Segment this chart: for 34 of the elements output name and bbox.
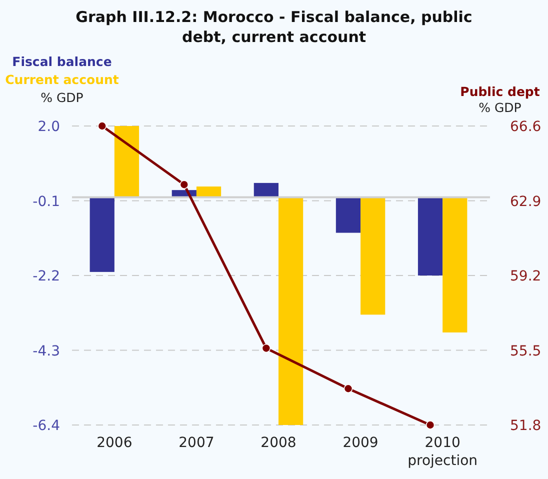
x-tick-label: 2007 [178,435,214,451]
y2-tick-label: 59.2 [510,268,542,284]
y2-tick-label: 62.9 [510,194,542,210]
text: Fiscal balance [12,54,112,69]
point [344,384,353,394]
x-tick-label: 2006 [96,435,132,451]
chart-title: Graph III.12.2: Morocco - Fiscal balance, public debt, current account [76,8,472,46]
y-tick-label: -2.2 [32,268,60,284]
text: Public dept [460,84,540,99]
bar [336,197,361,233]
text: Current account [5,72,119,87]
x-tick-label: 2009 [342,435,378,451]
bar [442,197,468,332]
point [426,420,435,430]
y2-tick-label: 66.6 [510,119,542,135]
y2-tick-label: 55.5 [510,343,542,360]
point [180,180,189,189]
x-tick-label: 2008 [260,435,296,451]
y-tick-label: -4.3 [32,343,60,360]
point [262,344,271,353]
y-axis-title: % GDP [40,90,84,105]
y-tick-label: 2.0 [38,119,60,135]
point [98,122,107,130]
bar [278,197,304,425]
bar [90,197,114,272]
y2-tick-label: 51.8 [510,418,542,434]
bar [360,197,386,315]
bar [114,126,140,198]
y-tick-label: -0.1 [32,194,60,210]
y-tick-label: -6.4 [32,418,60,434]
y2-axis-title: % GDP [478,100,522,115]
bar [254,182,278,198]
bar [418,197,443,276]
x-tick-label: 2010 projection [408,435,478,469]
